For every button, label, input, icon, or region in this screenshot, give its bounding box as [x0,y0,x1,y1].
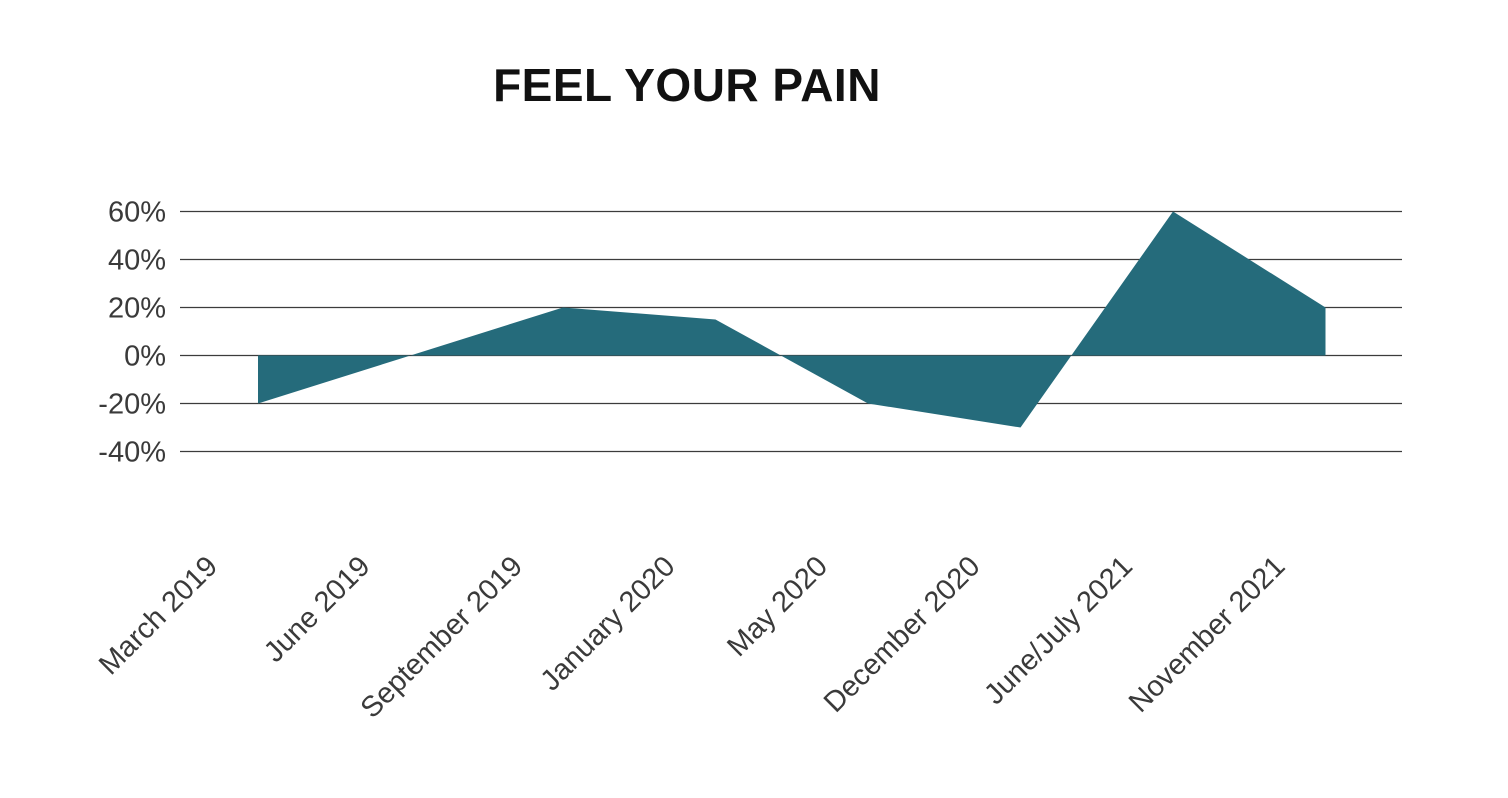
y-tick-label: -40% [98,437,166,469]
area-series [258,211,1326,428]
y-tick-label: -20% [98,389,166,421]
y-tick-label: 0% [124,341,166,373]
x-tick-label: December 2020 [818,550,987,719]
chart-title: FEEL YOUR PAIN [493,59,881,111]
x-tick-label: May 2020 [721,550,834,663]
y-tick-label: 40% [108,245,166,277]
y-tick-label: 60% [108,197,166,229]
x-tick-label: November 2021 [1123,550,1292,719]
y-tick-label: 20% [108,293,166,325]
x-tick-label: January 2020 [535,550,682,697]
x-tick-label: June/July 2021 [978,550,1139,711]
x-tick-label: June 2019 [258,550,376,668]
x-tick-label: March 2019 [93,550,224,681]
x-tick-label: September 2019 [355,550,529,724]
